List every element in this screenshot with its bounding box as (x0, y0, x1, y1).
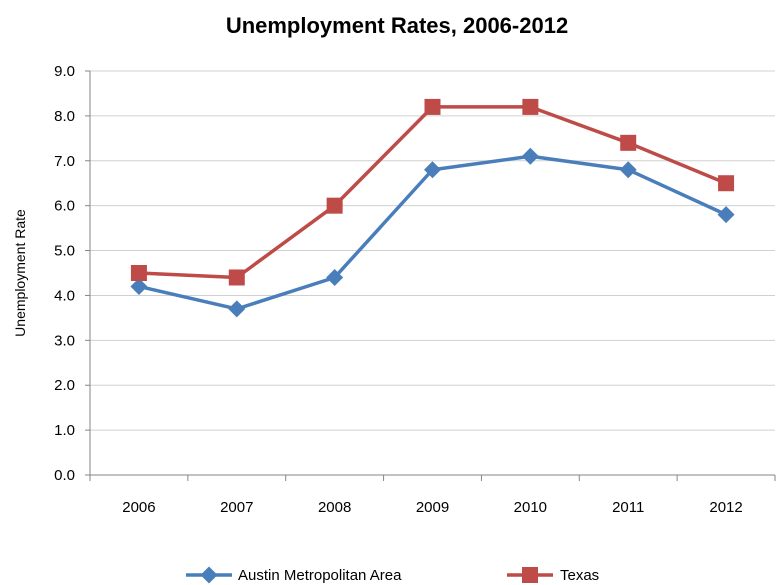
legend-marker (200, 566, 218, 584)
series (130, 98, 735, 318)
legend-label: Texas (560, 567, 599, 584)
series-austin-metropolitan-area (130, 147, 735, 318)
y-tick-label: 1.0 (54, 422, 75, 439)
y-tick-label: 6.0 (54, 198, 75, 215)
y-axis-label: Unemployment Rate (12, 209, 28, 337)
series-line (138, 105, 727, 280)
x-tick-label: 2007 (220, 499, 253, 516)
y-tick-label: 0.0 (54, 467, 75, 484)
data-point (717, 206, 735, 224)
y-tick-label: 7.0 (54, 153, 75, 170)
data-point (228, 269, 245, 286)
x-tick-label: 2008 (318, 499, 351, 516)
x-tick-label: 2011 (612, 499, 644, 516)
x-tick-label: 2009 (416, 499, 449, 516)
legend-label: Austin Metropolitan Area (238, 567, 402, 584)
y-tick-label: 2.0 (54, 377, 75, 394)
legend-item: Texas (507, 567, 599, 584)
gridlines (90, 70, 775, 431)
data-point (326, 268, 344, 286)
chart-title: Unemployment Rates, 2006-2012 (226, 13, 568, 38)
x-tick-label: 2006 (122, 499, 155, 516)
data-point (130, 277, 148, 295)
x-tick-labels: 2006 2007 2008 2009 2010 2011 2012 (122, 499, 743, 516)
data-point (522, 98, 539, 115)
legend-item: Austin Metropolitan Area (186, 566, 402, 584)
legend: Austin Metropolitan Area Texas (186, 566, 599, 584)
y-tick-label: 9.0 (54, 63, 75, 80)
data-point (718, 175, 735, 192)
y-tick-label: 5.0 (54, 243, 75, 260)
data-point (619, 161, 637, 179)
data-point (424, 161, 441, 179)
series-line (138, 154, 727, 311)
y-tick-label: 8.0 (54, 108, 75, 125)
x-tick-label: 2012 (709, 499, 742, 516)
data-point (326, 197, 343, 214)
axes (85, 70, 776, 481)
y-tick-label: 4.0 (54, 287, 75, 304)
y-tick-label: 3.0 (54, 332, 75, 349)
data-point (620, 134, 637, 151)
data-point (424, 98, 441, 115)
data-point (521, 147, 539, 165)
x-tick-label: 2010 (514, 499, 547, 516)
series-texas (130, 98, 735, 286)
legend-marker (522, 567, 538, 583)
y-tick-labels: 0.0 1.0 2.0 3.0 4.0 5.0 6.0 7.0 8.0 9.0 (54, 63, 75, 484)
data-point (228, 300, 246, 318)
data-point (130, 265, 147, 281)
